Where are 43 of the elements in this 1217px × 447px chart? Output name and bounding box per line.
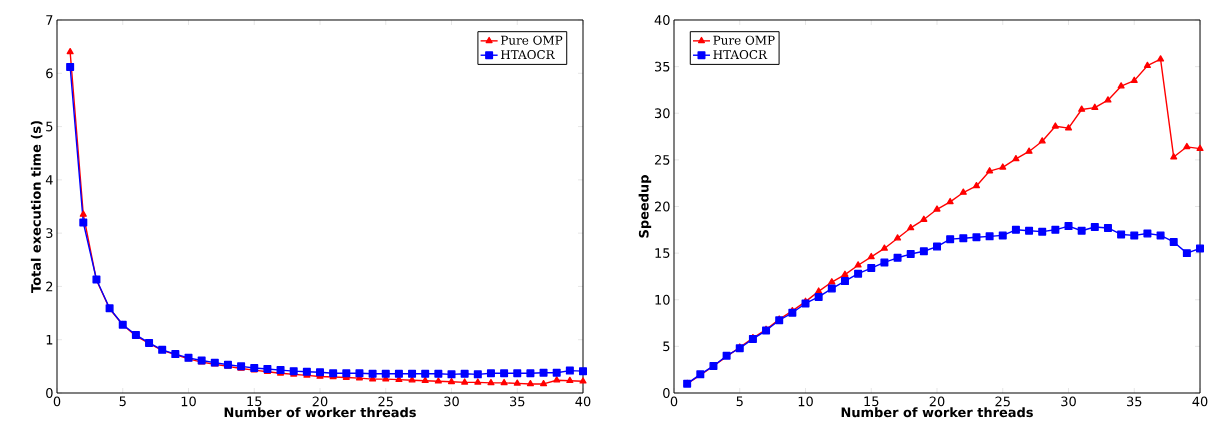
x-tick-label: 5 <box>736 396 743 407</box>
legend-label: Pure OMP <box>713 35 775 45</box>
legend-label: HTAOCR <box>500 50 555 60</box>
y-tick-label: 2 <box>46 281 53 292</box>
x-tick-label: 10 <box>798 396 813 407</box>
y-tick-label: 5 <box>46 121 53 132</box>
y-tick-label: 5 <box>663 341 670 352</box>
x-tick-label: 35 <box>1127 396 1142 407</box>
y-axis-title: Speedup <box>638 175 652 238</box>
y-tick-label: 4 <box>45 175 53 185</box>
y-tick-label: 10 <box>655 294 670 305</box>
y-tick-label: 0 <box>663 388 670 398</box>
x-tick-label: 30 <box>444 396 459 407</box>
x-tick-label: 35 <box>510 396 525 407</box>
y-tick-label: 25 <box>654 154 670 165</box>
x-tick-label: 20 <box>929 396 945 407</box>
x-tick-label: 20 <box>312 396 328 407</box>
y-tick-label: 1 <box>46 335 53 345</box>
y-tick-label: 6 <box>46 68 53 79</box>
x-tick-label: 30 <box>1061 396 1076 407</box>
x-tick-label: 15 <box>247 396 262 407</box>
x-tick-label: 40 <box>1192 396 1208 407</box>
legend-label: Pure OMP <box>500 35 563 45</box>
y-tick-label: 40 <box>654 15 670 25</box>
y-tick-label: 7 <box>46 15 53 25</box>
y-tick-label: 30 <box>654 108 670 119</box>
x-tick-label: 5 <box>119 396 126 407</box>
y-tick-label: 35 <box>654 61 670 72</box>
x-tick-label: 0 <box>670 396 678 407</box>
x-axis-title: Number of worker threads <box>224 407 416 418</box>
y-tick-label: 20 <box>654 201 670 212</box>
x-tick-label: 40 <box>575 396 591 407</box>
x-tick-label: 10 <box>181 396 196 407</box>
x-tick-label: 0 <box>53 396 61 407</box>
x-tick-label: 25 <box>995 396 1010 407</box>
y-tick-label: 0 <box>46 388 53 398</box>
x-axis-title: Number of worker threads <box>841 407 1033 418</box>
y-tick-label: 3 <box>46 228 53 239</box>
y-axis-title: Total execution time (s) <box>30 121 43 293</box>
x-tick-label: 25 <box>378 396 393 407</box>
y-tick-label: 15 <box>655 248 670 258</box>
x-tick-label: 15 <box>864 396 879 407</box>
legend-label: HTAOCR <box>713 50 768 60</box>
